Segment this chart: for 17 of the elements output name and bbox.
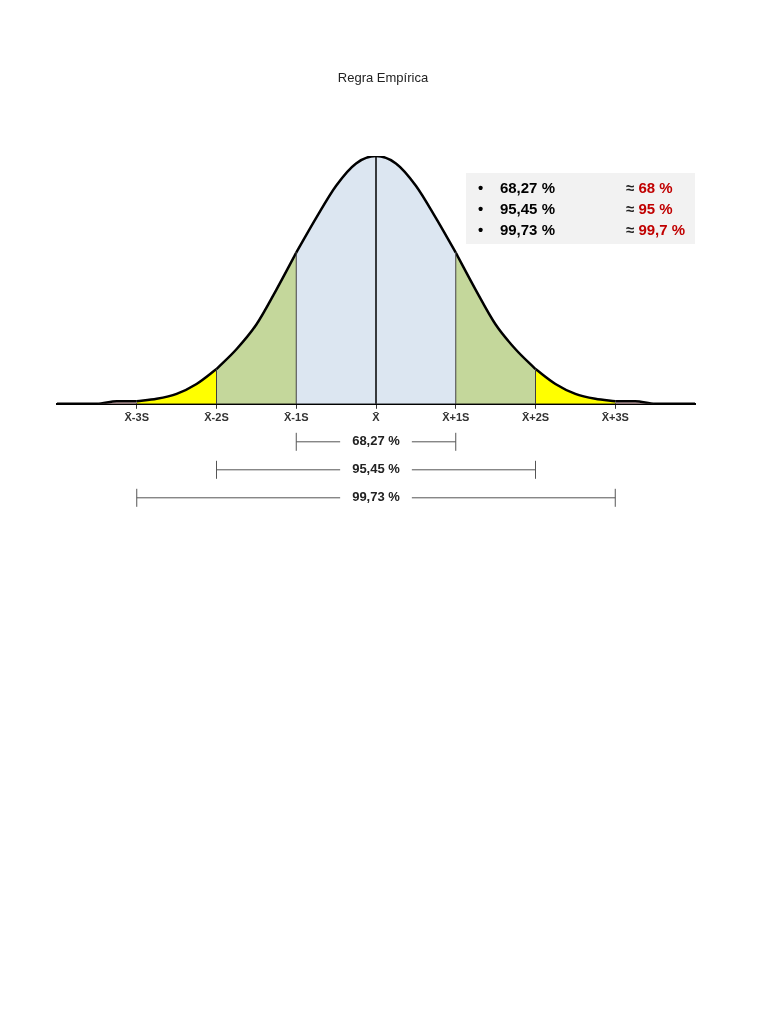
x-tick-label: X̄-1S xyxy=(284,411,309,424)
x-tick-label: X̄+2S xyxy=(521,411,550,424)
text: 95,45 % xyxy=(352,461,401,477)
x-tick-label: X̄-3S xyxy=(124,411,149,424)
x-tick-label: X̄+3S xyxy=(601,411,629,424)
text: 99,73 % xyxy=(352,489,401,505)
annotation: ≈ 95 % xyxy=(626,200,673,217)
annotation: ≈ 68 % xyxy=(626,179,673,196)
annotation: • 99,73 % xyxy=(477,220,556,240)
annotation: ≈ 99,7 % xyxy=(626,221,686,238)
chart-title: Regra Empírica xyxy=(336,70,430,85)
annotation: • 95,45 % xyxy=(477,199,556,219)
annotation: • 68,27 % xyxy=(477,178,556,198)
x-tick-label: X̄+1S xyxy=(442,411,470,424)
x-tick-label: X̄-2S xyxy=(204,411,229,424)
text: 68,27 % xyxy=(352,433,401,449)
x-tick-label: X̄ xyxy=(372,411,381,424)
